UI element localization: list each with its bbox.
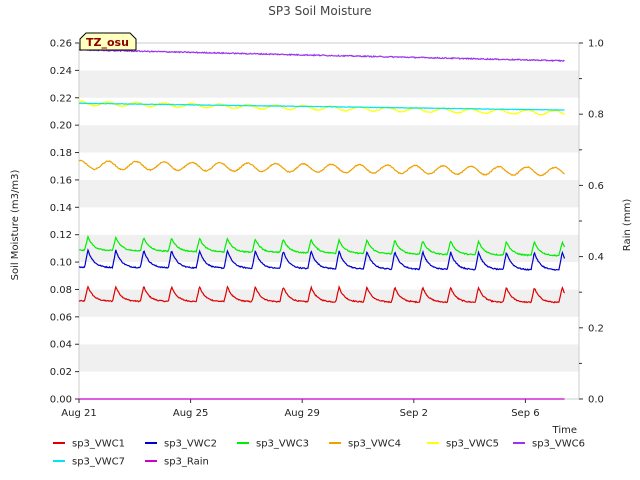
legend: sp3_VWC1 sp3_VWC2 sp3_VWC3 sp3_VWC4 sp3_VWC5… xyxy=(53,439,585,468)
y2-axis-title: Rain (mm) xyxy=(622,199,633,252)
series-line-sp3-vwc3 xyxy=(78,234,566,257)
y-tick-label: 0.04 xyxy=(50,340,72,351)
band xyxy=(79,125,579,153)
series-line-sp3-vwc2 xyxy=(78,248,566,271)
y-tick-label: 0.24 xyxy=(50,66,72,77)
series-lines xyxy=(78,48,566,400)
legend-label: sp3_VWC3 xyxy=(256,439,309,450)
series-line-sp3-vwc5 xyxy=(78,100,565,116)
series-line-sp3-vwc7 xyxy=(78,102,565,111)
y-tick-label: 0.26 xyxy=(50,39,72,50)
y2-tick-label: 0.2 xyxy=(588,323,604,334)
series-line-sp3-vwc4 xyxy=(78,159,565,177)
legend-label: sp3_VWC6 xyxy=(532,439,585,450)
band xyxy=(79,43,579,71)
x-tick-label: Aug 29 xyxy=(284,408,319,419)
y-tick-label: 0.12 xyxy=(50,230,72,241)
x-tick-label: Sep 2 xyxy=(400,408,428,419)
band xyxy=(79,371,579,399)
band xyxy=(79,316,579,345)
x-tick-label: Aug 21 xyxy=(61,408,96,419)
band xyxy=(79,344,579,372)
legend-label: sp3_VWC7 xyxy=(72,457,125,468)
y-axis-ticks: 0.00 0.02 0.04 0.06 0.08 0.10 0.12 0.14 0.16 0.18… xyxy=(50,39,79,406)
x-axis-ticks: Aug 21 Aug 25 Aug 29 Sep 2 Sep 6 xyxy=(61,399,540,419)
y-tick-label: 0.22 xyxy=(50,93,72,104)
band xyxy=(79,97,579,126)
y2-tick-label: 0.4 xyxy=(588,252,604,263)
band xyxy=(79,70,579,98)
band xyxy=(79,179,579,208)
y-tick-label: 0.16 xyxy=(50,175,72,186)
legend-label: sp3_VWC1 xyxy=(72,439,125,450)
y-tick-label: 0.08 xyxy=(50,285,72,296)
site-label-box-shape xyxy=(79,32,137,51)
x-tick-label: Sep 6 xyxy=(511,408,539,419)
legend-label: sp3_VWC2 xyxy=(164,439,217,450)
background-bands xyxy=(79,43,579,399)
band xyxy=(79,152,579,180)
y2-tick-label: 0.8 xyxy=(588,110,604,121)
y-tick-label: 0.00 xyxy=(50,395,72,406)
y-axis-title: Soil Moisture (m3/m3) xyxy=(10,170,21,281)
y-tick-label: 0.02 xyxy=(50,367,72,378)
y2-tick-label: 1.0 xyxy=(588,39,604,50)
y-tick-label: 0.10 xyxy=(50,258,72,269)
series-line-sp3-vwc6 xyxy=(78,48,565,63)
x-tick-label: Aug 25 xyxy=(173,408,208,419)
site-label-box: TZ_osu xyxy=(79,32,137,51)
band xyxy=(79,234,579,263)
series-line-sp3-vwc1 xyxy=(78,284,566,304)
legend-label: sp3_VWC5 xyxy=(446,439,499,450)
y-tick-label: 0.14 xyxy=(50,203,72,214)
chart-title: SP3 Soil Moisture xyxy=(268,4,371,18)
y2-tick-label: 0.0 xyxy=(588,395,604,406)
y-tick-label: 0.20 xyxy=(50,121,72,132)
y2-axis-ticks: 0.0 0.2 0.4 0.6 0.8 1.0 xyxy=(579,39,604,406)
y-tick-label: 0.18 xyxy=(50,148,72,159)
y-tick-label: 0.06 xyxy=(50,312,72,323)
legend-label: sp3_VWC4 xyxy=(348,439,401,450)
x-axis-title: Time xyxy=(552,425,577,436)
legend-label: sp3_Rain xyxy=(164,457,209,468)
band xyxy=(79,289,579,317)
y2-tick-label: 0.6 xyxy=(588,181,604,192)
site-label: TZ_osu xyxy=(86,36,129,49)
band xyxy=(79,207,579,235)
